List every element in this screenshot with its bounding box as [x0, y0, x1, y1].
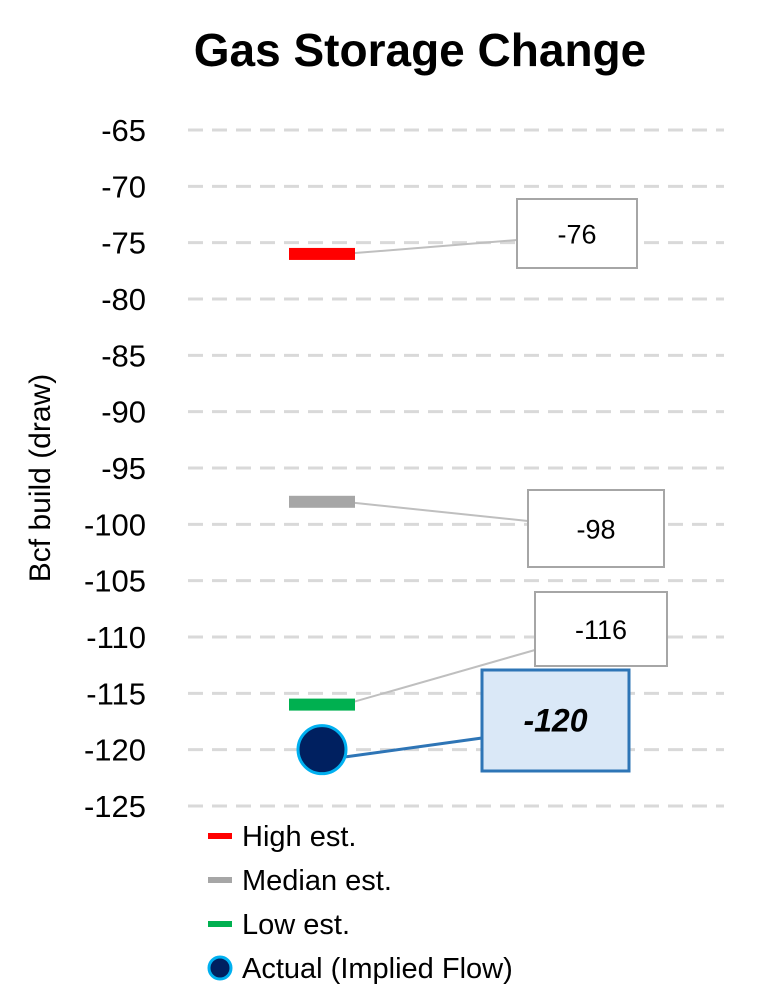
callout-leader-line	[339, 736, 483, 760]
legend-label: Low est.	[242, 909, 350, 941]
y-tick-label: -95	[101, 451, 146, 486]
callout-box	[516, 198, 638, 269]
callout-box	[534, 591, 668, 667]
y-tick-label: -100	[84, 507, 146, 542]
y-tick-label: -90	[101, 395, 146, 430]
legend-swatch	[207, 955, 233, 981]
legend-label: Median est.	[242, 865, 392, 897]
legend-swatch	[208, 877, 232, 883]
legend-swatch	[208, 921, 232, 927]
y-tick-label: -115	[86, 676, 146, 711]
data-label: -116	[575, 615, 627, 645]
chart-title: Gas Storage Change	[194, 24, 646, 76]
y-tick-label: -75	[101, 226, 146, 261]
callout-leader-lines	[339, 239, 536, 760]
data-mark	[289, 698, 355, 711]
data-mark	[289, 247, 355, 260]
data-mark	[296, 724, 348, 776]
callout-box	[527, 489, 665, 568]
legend-label: High est.	[242, 821, 356, 853]
gridlines	[188, 128, 724, 808]
y-axis-ticks: -65 -70 -75 -80 -85 -90 -95 -100 -105 -110 -115 -12…	[84, 113, 146, 824]
callout-box	[480, 668, 631, 773]
data-mark	[289, 495, 355, 508]
y-tick-label: -105	[84, 564, 146, 599]
y-tick-label: -120	[84, 733, 146, 768]
y-tick-label: -70	[101, 169, 146, 204]
callout-leader-line	[343, 649, 536, 706]
y-tick-label: -85	[101, 338, 146, 373]
y-tick-label: -110	[86, 620, 146, 655]
legend: High est. Median est. Low est. Actual (Impl…	[207, 821, 513, 985]
y-tick-label: -125	[84, 789, 146, 824]
y-axis-title: Bcf build (draw)	[24, 374, 57, 582]
data-callouts: -76 -98 -116 -120	[480, 198, 668, 773]
y-tick-label: -80	[101, 282, 146, 317]
legend-swatch	[208, 833, 232, 839]
data-label: -120	[523, 703, 587, 739]
callout-leader-line	[343, 500, 529, 522]
callout-leader-line	[343, 239, 518, 255]
data-marks	[289, 247, 355, 776]
y-tick-label: -65	[101, 113, 146, 148]
data-label: -98	[576, 515, 615, 545]
data-label: -76	[557, 220, 596, 250]
legend-label: Actual (Implied Flow)	[242, 953, 513, 985]
